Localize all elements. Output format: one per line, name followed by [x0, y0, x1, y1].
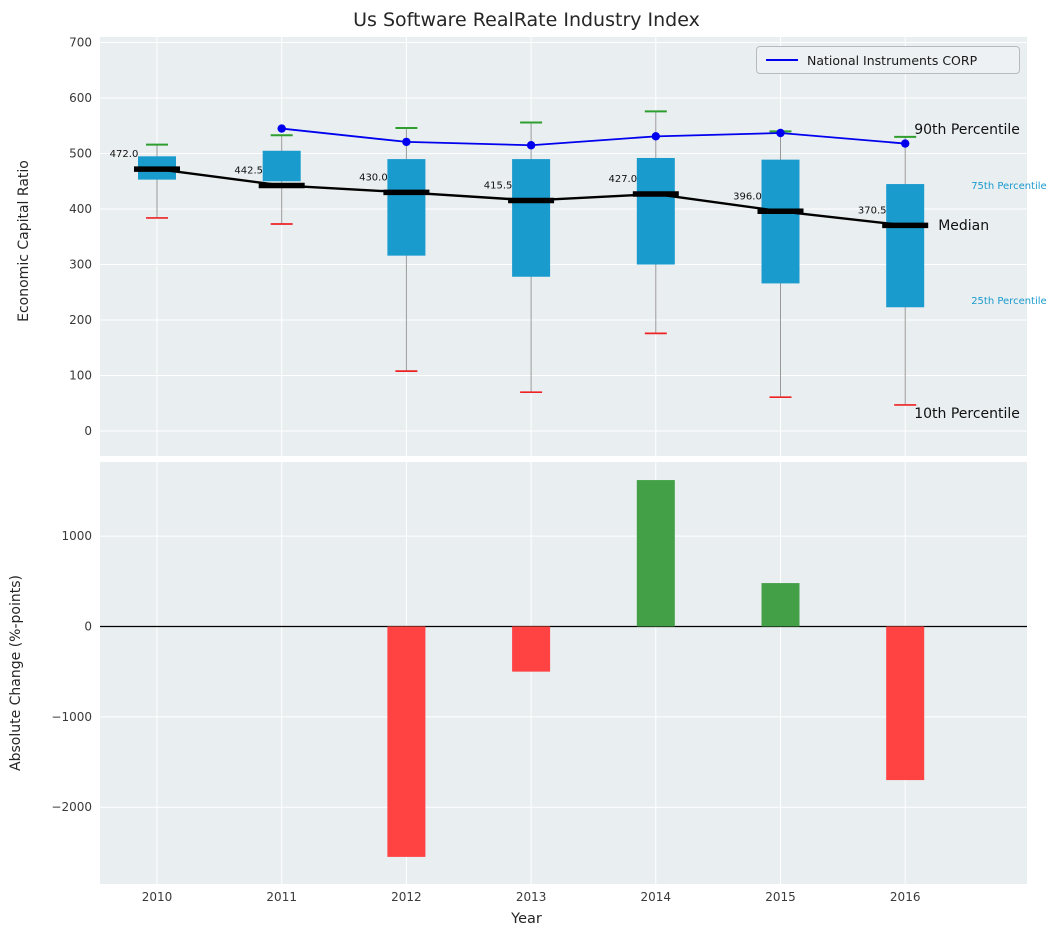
bottom-panel-bg [100, 462, 1027, 884]
legend-label: National Instruments CORP [807, 52, 978, 68]
svg-text:370.5: 370.5 [858, 205, 887, 216]
boxplot-2015 [761, 130, 800, 399]
svg-text:400: 400 [69, 202, 92, 216]
company-line [281, 127, 906, 147]
svg-text:430.0: 430.0 [359, 172, 388, 183]
svg-text:2016: 2016 [890, 890, 921, 904]
company-point [526, 141, 536, 150]
svg-text:−2000: −2000 [51, 800, 92, 814]
company-point [776, 128, 785, 138]
legend: National Instruments CORP [756, 46, 1020, 74]
svg-text:0: 0 [84, 619, 92, 633]
company-point [901, 139, 910, 148]
boxplot-2011 [262, 134, 301, 225]
svg-text:2010: 2010 [142, 890, 173, 904]
svg-text:500: 500 [69, 147, 92, 161]
iqr-box [886, 184, 925, 308]
chart-title: Us Software RealRate Industry Index [353, 9, 700, 31]
bar-2015 [761, 583, 800, 627]
company-point [277, 124, 286, 133]
iqr-box [761, 159, 800, 284]
boxplot-2016 [886, 135, 925, 406]
bar-2012 [387, 626, 426, 857]
x-tick-labels: 2010 2011 2012 2013 2014 2015 2016 [142, 890, 921, 904]
company-point [651, 132, 660, 141]
boxplot-2013 [512, 121, 551, 394]
iqr-box [636, 157, 675, 265]
iqr-box [512, 159, 551, 277]
bar-2016 [886, 626, 925, 781]
svg-text:600: 600 [69, 91, 92, 105]
svg-text:2013: 2013 [516, 890, 547, 904]
svg-text:415.5: 415.5 [484, 180, 513, 191]
top-y-axis-label: Economic Capital Ratio [16, 160, 32, 322]
svg-text:427.0: 427.0 [608, 174, 637, 185]
svg-text:700: 700 [69, 36, 92, 50]
svg-text:0: 0 [84, 424, 92, 438]
svg-text:1000: 1000 [61, 529, 92, 543]
svg-text:2012: 2012 [391, 890, 422, 904]
annotation-p90: 90th Percentile [914, 121, 1020, 138]
svg-text:442.5: 442.5 [234, 165, 263, 176]
median-value-labels: 472.0 442.5 430.0 415.5 427.0 396.0 370.5 [110, 149, 887, 216]
bottom-y-axis-label: Absolute Change (%-points) [8, 575, 24, 771]
boxplot-2012 [387, 127, 426, 372]
annotation-p25: 25th Percentile [971, 296, 1047, 308]
top-panel-bg [100, 37, 1027, 456]
svg-text:300: 300 [69, 258, 92, 272]
boxplot-2014 [636, 110, 675, 335]
iqr-box [387, 159, 426, 256]
svg-text:200: 200 [69, 313, 92, 327]
bar-2014 [636, 480, 675, 627]
top-y-tick-labels: 0 100 200 300 400 500 600 700 [69, 36, 92, 438]
annotation-p10: 10th Percentile [914, 405, 1020, 422]
svg-text:2014: 2014 [641, 890, 672, 904]
svg-text:472.0: 472.0 [110, 149, 139, 160]
iqr-box [262, 150, 301, 182]
legend-line-sample [766, 59, 798, 61]
bar-2013 [512, 626, 551, 672]
svg-text:−1000: −1000 [51, 710, 92, 724]
svg-text:100: 100 [69, 369, 92, 383]
annotation-median: Median [938, 218, 990, 235]
svg-text:396.0: 396.0 [733, 191, 762, 202]
bottom-y-tick-labels: −2000 −1000 0 1000 [51, 529, 92, 814]
svg-text:2015: 2015 [765, 890, 796, 904]
svg-text:2011: 2011 [266, 890, 297, 904]
company-point [402, 137, 411, 147]
x-axis-label: Year [511, 911, 542, 927]
annotation-p75: 75th Percentile [971, 181, 1047, 193]
